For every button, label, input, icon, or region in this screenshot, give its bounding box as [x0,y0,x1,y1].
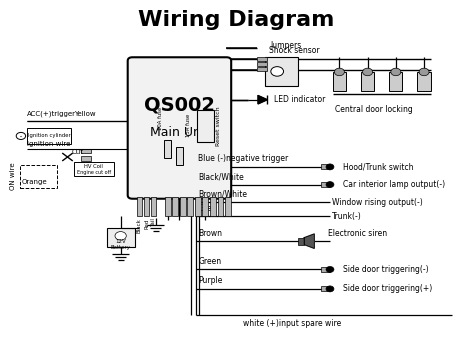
Bar [176,147,183,165]
Text: Side door triggering(-): Side door triggering(-) [343,265,429,274]
Bar [210,197,216,217]
Text: Battery: Battery [111,245,130,250]
Bar [137,197,142,217]
Text: 12V: 12V [115,239,126,244]
Text: Central door locking: Central door locking [335,105,412,114]
Bar [320,267,330,272]
Bar [173,197,178,217]
Bar [202,197,208,217]
Bar [151,197,156,217]
Text: Orange: Orange [22,179,47,185]
Text: Black: Black [137,218,142,233]
Bar [389,72,402,91]
Bar [320,286,330,291]
Text: Green: Green [198,257,221,266]
Text: Purple: Purple [198,276,223,285]
Bar [144,197,149,217]
Circle shape [16,132,26,140]
Bar [19,165,57,188]
Bar [361,72,374,91]
Text: Window rising output(-): Window rising output(-) [332,198,423,207]
Text: ON wire: ON wire [10,163,16,190]
Bar [333,72,346,91]
Circle shape [326,267,334,272]
Bar [73,162,114,176]
Text: Wiring Diagram: Wiring Diagram [138,10,334,29]
Text: Yellow: Yellow [73,111,95,117]
Text: white (+)input spare wire: white (+)input spare wire [243,319,341,328]
Text: 10A fuse: 10A fuse [158,106,163,130]
Text: Shock sensor: Shock sensor [269,46,319,55]
Text: Electronic siren: Electronic siren [328,229,387,237]
Bar [257,56,267,61]
Bar [418,72,431,91]
Text: Ignition wire: Ignition wire [27,141,70,147]
Bar [81,148,91,153]
Bar [257,67,267,71]
Bar [257,62,267,66]
Bar [164,140,171,158]
Bar [299,238,304,245]
Circle shape [326,286,334,292]
Bar [195,197,201,217]
Text: Cut: Cut [71,149,83,155]
Bar [320,164,330,169]
Bar [225,197,231,217]
Text: Ignition cylinder: Ignition cylinder [27,133,70,138]
Text: Trunk(-): Trunk(-) [332,212,362,221]
Text: LED indicator: LED indicator [273,95,325,104]
Text: Grey: Grey [198,204,217,213]
Circle shape [391,68,401,76]
Text: Brown: Brown [198,229,222,237]
Text: Brown/White: Brown/White [198,190,247,199]
Bar [81,155,91,160]
Polygon shape [304,234,314,248]
Bar [218,197,223,217]
Circle shape [326,164,334,170]
Text: Jumpers: Jumpers [270,41,301,50]
Text: QS002: QS002 [144,95,215,115]
Text: 15A fuse: 15A fuse [186,114,191,137]
Bar [320,182,330,187]
Bar [107,228,135,247]
Text: ACC(+)trigger: ACC(+)trigger [27,110,75,117]
Circle shape [115,231,126,240]
Circle shape [271,67,283,76]
Text: Tail: Tail [151,218,156,227]
Circle shape [419,68,429,76]
Text: Blue (-)negative trigger: Blue (-)negative trigger [198,154,289,163]
Circle shape [334,68,345,76]
Text: Red: Red [144,218,149,229]
Bar [165,197,171,217]
Circle shape [326,182,334,187]
Bar [27,128,71,144]
Text: HV Coil: HV Coil [84,164,103,169]
Text: Main Unit: Main Unit [150,126,209,138]
Text: Side door triggering(+): Side door triggering(+) [343,284,432,293]
Circle shape [363,68,373,76]
FancyBboxPatch shape [128,57,231,199]
Text: Black/White: Black/White [198,172,244,181]
Bar [180,197,185,217]
Bar [187,197,193,217]
FancyBboxPatch shape [265,57,299,86]
Text: Reset switch: Reset switch [216,106,221,146]
Bar [197,110,214,142]
Text: Hood/Trunk switch: Hood/Trunk switch [343,162,414,171]
Text: Engine cut off: Engine cut off [76,170,110,175]
Polygon shape [258,95,267,104]
Text: Car interior lamp output(-): Car interior lamp output(-) [343,180,445,189]
